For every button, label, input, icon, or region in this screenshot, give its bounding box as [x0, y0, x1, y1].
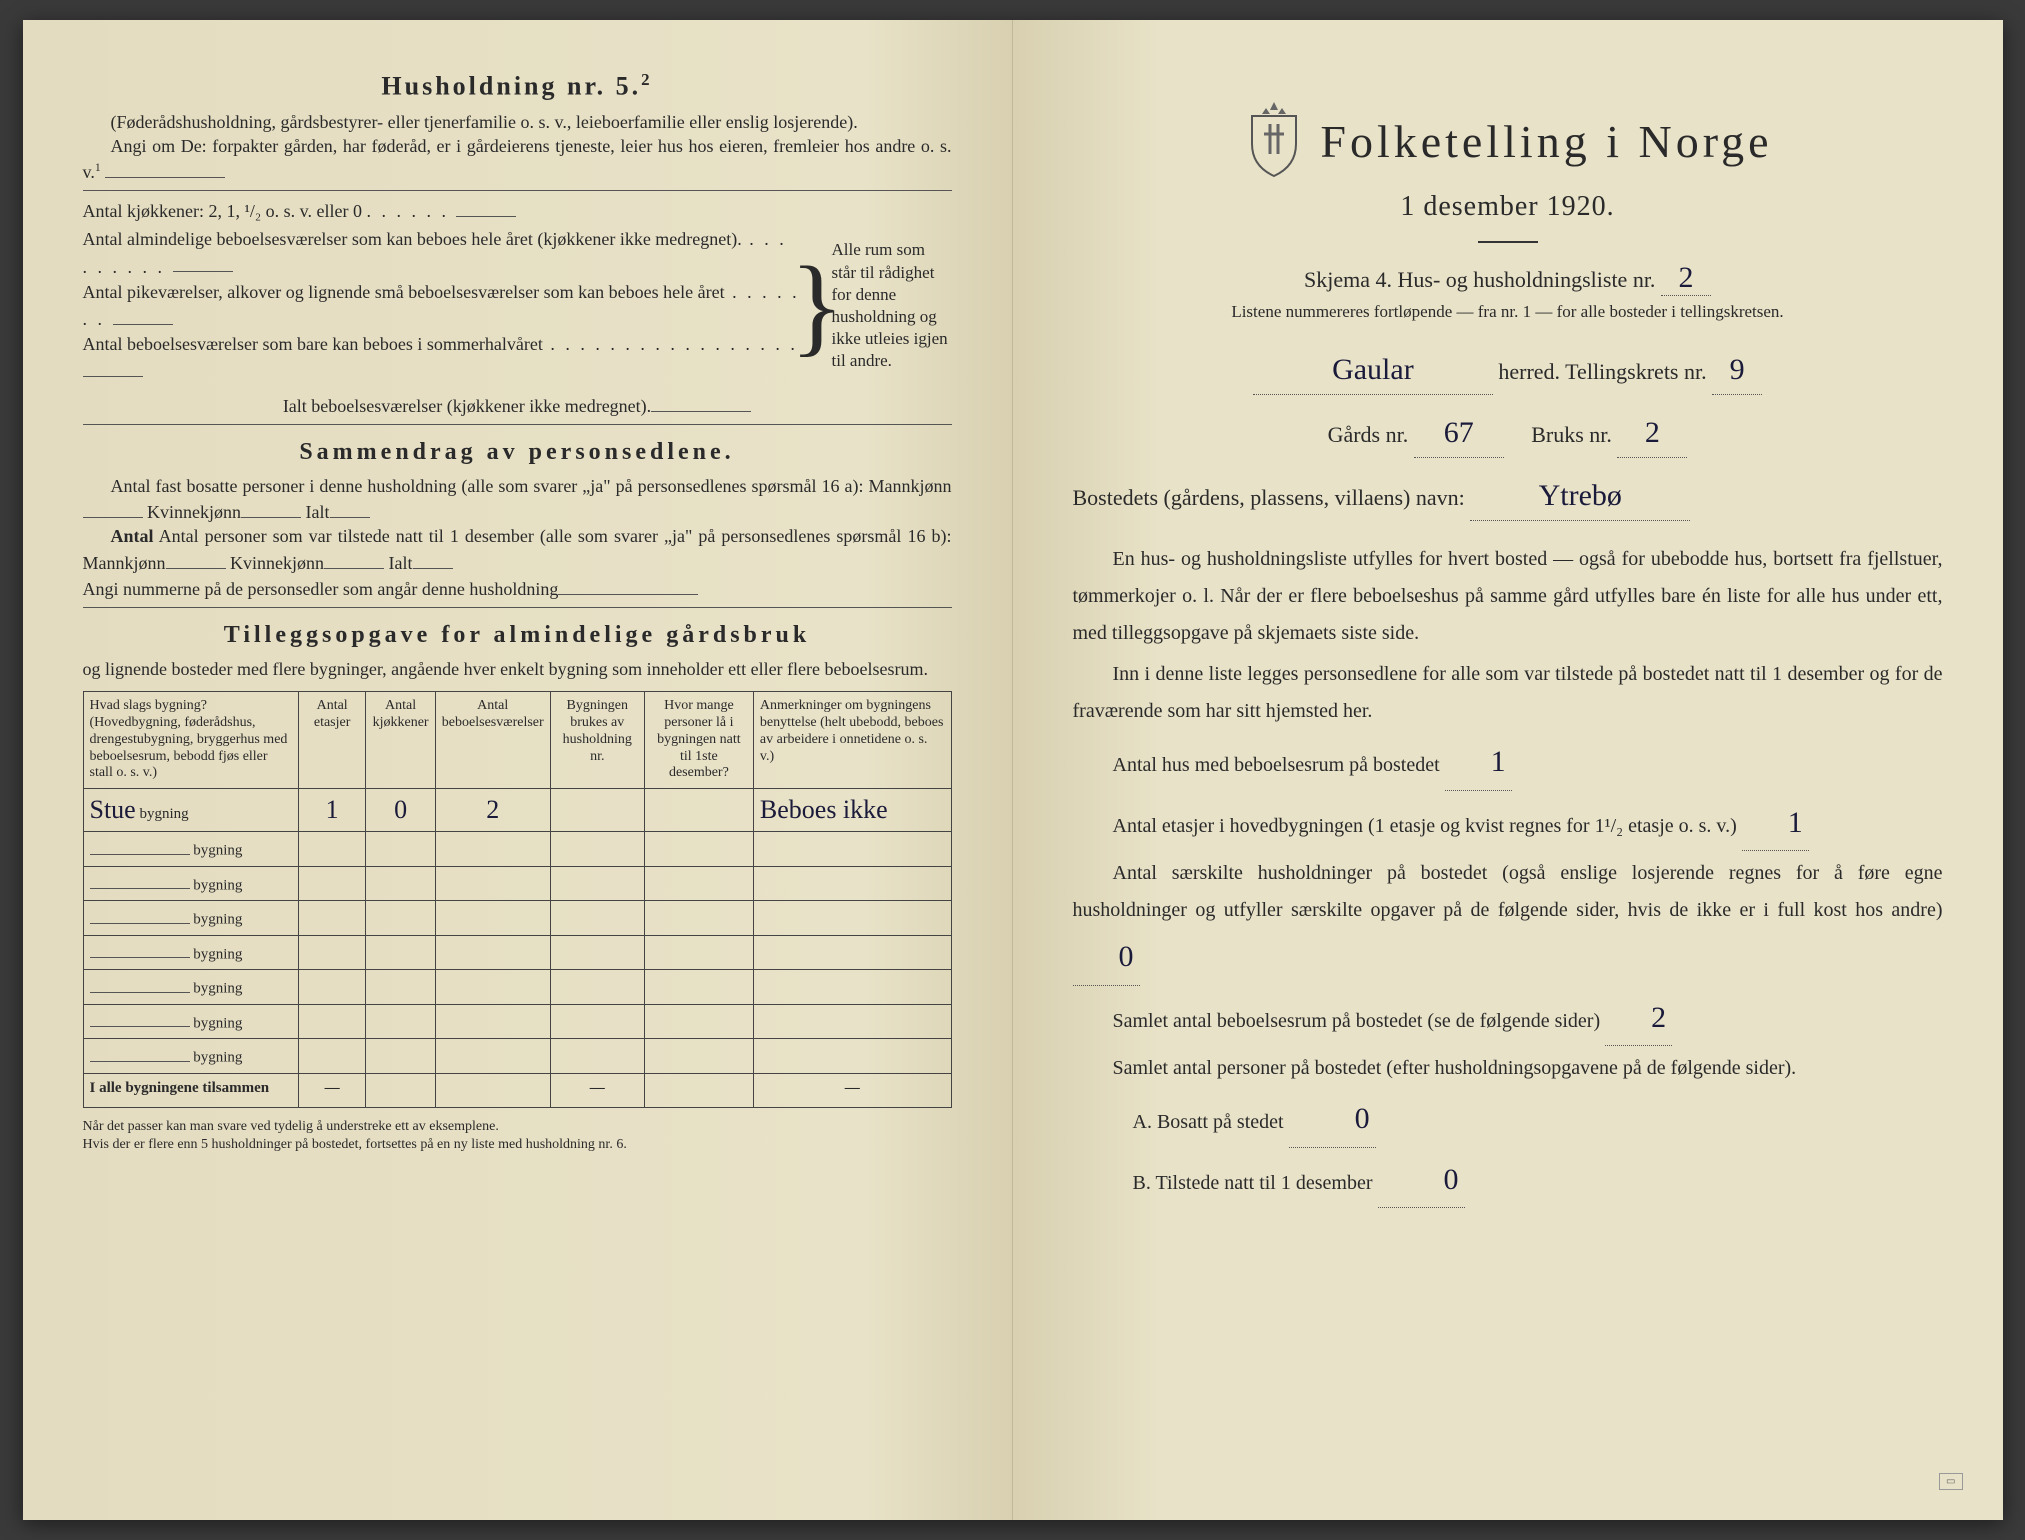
line-b: B. Tilstede natt til 1 desember 0 [1073, 1152, 1943, 1209]
bosted-line: Bostedets (gårdens, plassens, villaens) … [1073, 472, 1943, 521]
krets-nr: 9 [1712, 346, 1762, 395]
tillegg-title: Tilleggsopgave for almindelige gårdsbruk [83, 622, 952, 649]
printer-mark: ▭ [1939, 1473, 1962, 1490]
table-header-row: Hvad slags bygning? (Hovedbygning, føder… [83, 692, 951, 789]
skjema-line: Skjema 4. Hus- og husholdningsliste nr. … [1073, 261, 1943, 296]
th-etasjer: Antal etasjer [298, 692, 366, 789]
th-bygning: Hvad slags bygning? (Hovedbygning, føder… [83, 692, 298, 789]
bygning-table: Hvad slags bygning? (Hovedbygning, føder… [83, 691, 952, 1107]
samm-line-2: Antal Antal personer som var tilstede na… [83, 524, 952, 574]
rule [83, 607, 952, 608]
table-totals-row: I alle bygningene tilsammen ——— [83, 1073, 951, 1107]
crest-icon [1242, 100, 1306, 183]
saerskilt-val: 0 [1073, 929, 1140, 986]
tillegg-sub: og lignende bosteder med flere bygninger… [83, 657, 952, 681]
samlet-rum-line: Samlet antal beboelsesrum på bostedet (s… [1073, 990, 1943, 1047]
brace-side-text: Alle rum som står til rådighet for denne… [832, 227, 952, 384]
th-vaer: Antal beboelsesværelser [435, 692, 550, 789]
sammendrag-title: Sammendrag av personsedlene. [83, 439, 952, 466]
samlet-rum-val: 2 [1605, 990, 1672, 1047]
header: Folketelling i Norge [1073, 100, 1943, 183]
para-2: Inn i denne liste legges personsedlene f… [1073, 656, 1943, 730]
row1-et: 1 [326, 795, 339, 824]
document-spread: Husholdning nr. 5.2 (Føderådshusholdning… [23, 20, 2003, 1520]
herred-value: Gaular [1253, 346, 1493, 395]
bruks-nr: 2 [1617, 409, 1687, 458]
th-kjokk: Antal kjøkkener [366, 692, 435, 789]
antal-hus-val: 1 [1445, 734, 1512, 791]
listene-note: Listene nummereres fortløpende — fra nr.… [1073, 302, 1943, 322]
brace-line-1: Antal almindelige beboelsesværelser som … [83, 227, 802, 279]
antal-etasjer-line: Antal etasjer i hovedbygningen (1 etasje… [1073, 795, 1943, 852]
ialt-line: Ialt beboelsesværelser (kjøkkener ikke m… [83, 392, 952, 418]
left-page: Husholdning nr. 5.2 (Føderådshusholdning… [23, 20, 1013, 1520]
footnote-1: Når det passer kan man svare ved tydelig… [83, 1118, 952, 1154]
husholdning-title: Husholdning nr. 5.2 [83, 70, 952, 102]
row1-va: 2 [486, 795, 499, 824]
divider [1478, 241, 1538, 243]
body-text: En hus- og husholdningsliste utfylles fo… [1073, 541, 1943, 1208]
b-val: 0 [1378, 1152, 1465, 1209]
row1-kj: 0 [394, 795, 407, 824]
angi-nummerne: Angi nummerne på de personsedler som ang… [83, 575, 952, 601]
gaards-line: Gårds nr. 67 Bruks nr. 2 [1073, 409, 1943, 458]
angi-text: Angi om De: forpakter gården, har føderå… [83, 134, 952, 184]
table-row: bygning [83, 832, 951, 867]
liste-nr: 2 [1661, 261, 1711, 296]
th-hush: Bygningen brukes av husholdning nr. [550, 692, 644, 789]
line-a: A. Bosatt på stedet 0 [1073, 1091, 1943, 1148]
table-row: bygning [83, 1039, 951, 1074]
table-row: bygning [83, 935, 951, 970]
brace-line-3: Antal beboelsesværelser som bare kan beb… [83, 332, 802, 384]
bosted-value: Ytrebø [1470, 472, 1690, 521]
th-pers: Hvor mange personer lå i bygningen natt … [644, 692, 753, 789]
row1-anm: Beboes ikke [760, 795, 888, 824]
sub-date: 1 desember 1920. [1073, 191, 1943, 223]
saerskilt-line: Antal særskilte husholdninger på bostede… [1073, 855, 1943, 986]
table-row: bygning [83, 970, 951, 1005]
brace-block: Antal almindelige beboelsesværelser som … [83, 227, 952, 384]
brace-line-2: Antal pikeværelser, alkover og lignende … [83, 280, 802, 332]
rule [83, 424, 952, 425]
samm-line-1: Antal fast bosatte personer i denne hush… [83, 474, 952, 524]
herred-line: Gaular herred. Tellingskrets nr. 9 [1073, 346, 1943, 395]
table-row: Stue bygning 1 0 2 Beboes ikke [83, 789, 951, 832]
rule [83, 190, 952, 191]
gaards-nr: 67 [1414, 409, 1504, 458]
antal-hus-line: Antal hus med beboelsesrum på bostedet 1 [1073, 734, 1943, 791]
a-val: 0 [1289, 1091, 1376, 1148]
kjokkener-line: Antal kjøkkener: 2, 1, ¹/₂ o. s. v. elle… [83, 197, 952, 223]
antal-et-val: 1 [1742, 795, 1809, 852]
row1-name: Stue [90, 795, 136, 824]
footnote-2: Hvis der er flere enn 5 husholdninger på… [83, 1137, 627, 1152]
main-title: Folketelling i Norge [1320, 115, 1772, 168]
brace-icon: } [802, 227, 832, 384]
husholdning-note: (Føderådshusholdning, gårdsbestyrer- ell… [83, 110, 952, 134]
right-page: Folketelling i Norge 1 desember 1920. Sk… [1013, 20, 2003, 1520]
table-row: bygning [83, 1004, 951, 1039]
th-anm: Anmerkninger om bygningens benyttelse (h… [753, 692, 951, 789]
para-1: En hus- og husholdningsliste utfylles fo… [1073, 541, 1943, 652]
samlet-pers-line: Samlet antal personer på bostedet (efter… [1073, 1050, 1943, 1087]
table-row: bygning [83, 901, 951, 936]
table-row: bygning [83, 866, 951, 901]
